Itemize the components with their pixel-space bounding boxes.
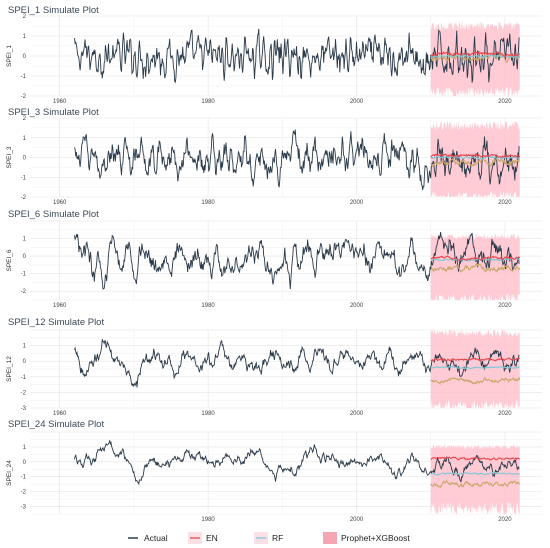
x-tick-label: 2000 xyxy=(350,517,364,523)
y-tick-label: 1 xyxy=(23,136,27,142)
x-tick-label: 2000 xyxy=(350,200,364,206)
prophet-xgboost-band xyxy=(430,330,520,408)
legend-label: EN xyxy=(206,533,218,543)
x-tick-label: 1960 xyxy=(53,303,67,309)
panel-title: SPEI_1 Simulate Plot xyxy=(8,5,99,16)
panel-title: SPEI_6 Simulate Plot xyxy=(8,209,99,220)
y-axis-label: SPEI_6 xyxy=(6,249,13,271)
x-tick-label: 1980 xyxy=(201,517,215,523)
en-line xyxy=(430,153,521,158)
actual-series-line xyxy=(74,28,520,84)
rf-line xyxy=(430,471,521,476)
x-tick-label: 2020 xyxy=(498,411,512,417)
x-tick-label: 1980 xyxy=(201,200,215,206)
y-tick-label: 0 xyxy=(23,254,27,260)
panels: SPEI_1 Simulate Plot SPEI_1 -2 -1 0 1 2 1960 198… xyxy=(6,5,542,523)
legend: Actual EN RF Prophet+XGBoost xyxy=(128,532,410,544)
rf-line xyxy=(430,155,520,160)
rf-line xyxy=(430,365,520,370)
y-tick-label: 1 xyxy=(23,237,27,243)
y-axis-label: SPEI_24 xyxy=(6,460,13,486)
prophet-xgboost-band xyxy=(430,444,520,514)
panel-title: SPEI_24 Simulate Plot xyxy=(8,419,104,430)
legend-key xyxy=(323,532,337,544)
en-line xyxy=(430,456,520,461)
legend-entry-actual: Actual xyxy=(128,533,168,543)
legend-entry-en: EN xyxy=(188,532,218,544)
y-tick-label: 0 xyxy=(23,460,27,466)
x-tick-label: 2020 xyxy=(498,303,512,309)
panel-title: SPEI_3 Simulate Plot xyxy=(8,107,99,118)
panel-spei-3: SPEI_6 Simulate Plot SPEI_6 -2 -1 0 1 1960 1980… xyxy=(6,209,542,309)
legend-entry-prophet-xgboost: Prophet+XGBoost xyxy=(323,532,410,544)
y-axis-label: SPEI_12 xyxy=(6,356,13,382)
prophet-xgboost-line xyxy=(430,156,521,168)
actual-series-line xyxy=(74,129,520,191)
panel-spei-4: SPEI_12 Simulate Plot SPEI_12 -3 -2 -1 0 1 1960… xyxy=(6,317,542,417)
prophet-xgboost-line xyxy=(430,376,521,386)
x-tick-label: 2020 xyxy=(498,99,512,105)
y-tick-label: -2 xyxy=(21,195,27,201)
y-axis-label: SPEI_1 xyxy=(6,45,13,67)
x-tick-label: 2020 xyxy=(498,200,512,206)
y-tick-label: -1 xyxy=(21,272,27,278)
en-line xyxy=(430,357,521,362)
x-tick-label: 2020 xyxy=(498,517,512,523)
y-tick-label: 0 xyxy=(23,156,27,162)
rf-line xyxy=(430,257,520,262)
legend-label: Actual xyxy=(144,533,168,543)
y-tick-label: -3 xyxy=(21,505,27,511)
y-tick-label: -1 xyxy=(21,475,27,481)
y-tick-label: -1 xyxy=(21,175,27,181)
y-tick-label: 2 xyxy=(23,14,27,20)
y-tick-label: -1 xyxy=(21,74,27,80)
y-tick-label: -2 xyxy=(21,94,27,100)
x-tick-label: 1960 xyxy=(53,411,67,417)
panel-spei-1: SPEI_1 Simulate Plot SPEI_1 -2 -1 0 1 2 1960 198… xyxy=(6,5,542,105)
x-tick-label: 1960 xyxy=(53,200,67,206)
x-tick-label: 2000 xyxy=(350,411,364,417)
prophet-xgboost-line xyxy=(430,52,521,64)
y-tick-label: -2 xyxy=(21,289,27,295)
legend-label: RF xyxy=(272,533,283,543)
prophet-xgboost-line xyxy=(430,262,521,273)
y-axis-label: SPEI_3 xyxy=(6,146,13,168)
x-tick-label: 1980 xyxy=(201,411,215,417)
y-tick-label: -3 xyxy=(21,406,27,412)
legend-label: Prophet+XGBoost xyxy=(341,533,410,543)
actual-series-line xyxy=(74,440,520,486)
x-tick-label: 1980 xyxy=(201,99,215,105)
y-tick-label: -1 xyxy=(21,375,27,381)
actual-series-line xyxy=(74,231,520,290)
y-tick-label: 0 xyxy=(23,54,27,60)
y-tick-label: 2 xyxy=(23,116,27,122)
y-tick-label: -2 xyxy=(21,490,27,496)
y-tick-label: 0 xyxy=(23,359,27,365)
prophet-xgboost-line xyxy=(430,479,521,489)
x-tick-label: 2000 xyxy=(350,303,364,309)
x-tick-label: 1960 xyxy=(53,99,67,105)
y-tick-label: 1 xyxy=(23,445,27,451)
y-tick-label: -2 xyxy=(21,390,27,396)
y-tick-label: 1 xyxy=(23,344,27,350)
panel-spei-2: SPEI_3 Simulate Plot SPEI_3 -2 -1 0 1 2 1960 198… xyxy=(6,107,542,206)
legend-entry-rf: RF xyxy=(254,532,283,544)
x-tick-label: 2000 xyxy=(350,99,364,105)
panel-spei-5: SPEI_24 Simulate Plot SPEI_24 -3 -2 -1 0 1 1980… xyxy=(6,419,542,523)
panel-title: SPEI_12 Simulate Plot xyxy=(8,317,104,328)
en-line xyxy=(430,255,521,261)
en-line xyxy=(430,51,520,58)
y-tick-label: 1 xyxy=(23,34,27,40)
x-tick-label: 1980 xyxy=(201,303,215,309)
